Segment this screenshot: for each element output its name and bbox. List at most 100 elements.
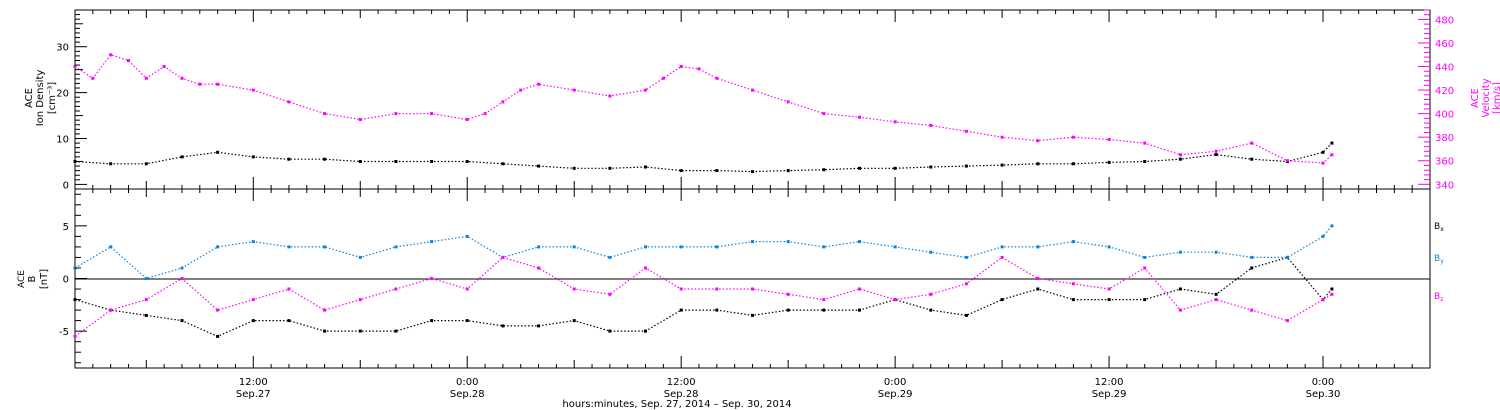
- point-bx: [1250, 266, 1254, 270]
- x-axis-label: hours:minutes, Sep. 27, 2014 – Sep. 30, …: [562, 399, 791, 410]
- point-by: [1071, 240, 1075, 244]
- point-by: [572, 245, 576, 249]
- point-by: [822, 245, 826, 249]
- point-ion-density: [1178, 157, 1182, 161]
- point-ion-density: [287, 157, 291, 161]
- point-velocity: [519, 88, 523, 92]
- point-by: [465, 234, 469, 238]
- point-ion-density: [1000, 163, 1004, 167]
- point-bz: [929, 292, 933, 296]
- point-ion-density: [1214, 153, 1218, 157]
- point-velocity: [1143, 141, 1147, 145]
- point-by: [1107, 245, 1111, 249]
- point-bz: [1285, 319, 1289, 323]
- velocity-axis-ticks: 340 360 380 400 420 440 460 480: [1418, 9, 1454, 191]
- date-tick-label: Sep.27: [236, 389, 271, 400]
- point-ion-density: [180, 155, 184, 159]
- point-by: [786, 240, 790, 244]
- point-by: [1178, 250, 1182, 254]
- point-velocity: [251, 88, 255, 92]
- point-ion-density: [144, 162, 148, 166]
- legend-by-sub: y: [1440, 258, 1444, 265]
- point-by: [1285, 255, 1289, 259]
- point-by: [893, 245, 897, 249]
- velocity-tick-label: 340: [1435, 180, 1454, 191]
- point-bx: [1178, 287, 1182, 291]
- legend-by-main: B: [1434, 254, 1440, 264]
- panel1-data-points: [73, 53, 1334, 174]
- legend-bz-sub: z: [1440, 296, 1443, 303]
- point-velocity: [715, 76, 719, 80]
- point-bz: [786, 292, 790, 296]
- field-tick-label: 5: [63, 222, 69, 233]
- point-bx: [358, 329, 362, 333]
- point-by: [1036, 245, 1040, 249]
- series-ion-density: [74, 142, 1333, 173]
- point-velocity: [109, 53, 113, 57]
- point-velocity: [964, 129, 968, 133]
- point-bz: [1321, 298, 1325, 302]
- point-bx: [323, 329, 327, 333]
- velocity-tick-label: 460: [1435, 39, 1454, 50]
- velocity-axis-label-line1: ACE: [1470, 88, 1481, 108]
- point-velocity: [1250, 141, 1254, 145]
- point-bz: [1036, 277, 1040, 280]
- point-bz: [73, 334, 77, 338]
- point-by: [394, 245, 398, 249]
- point-bz: [358, 298, 362, 302]
- point-ion-density: [715, 169, 719, 173]
- point-bz: [822, 298, 826, 302]
- date-tick-label: Sep.29: [1092, 389, 1127, 400]
- panel1-time-ticks: [74, 10, 1431, 189]
- point-bz: [1143, 266, 1147, 270]
- point-velocity: [679, 65, 683, 68]
- point-bx: [465, 319, 469, 323]
- point-velocity: [1330, 153, 1334, 157]
- panel2-time-ticks: [74, 189, 1431, 368]
- point-ion-density: [394, 160, 398, 163]
- point-ion-density: [109, 162, 113, 166]
- point-by: [1000, 245, 1004, 249]
- point-bx: [144, 313, 148, 317]
- point-bz: [1000, 255, 1004, 259]
- point-bz: [715, 287, 719, 291]
- point-velocity: [394, 112, 398, 116]
- time-tick-label: 0:00: [884, 377, 906, 388]
- point-bx: [1107, 298, 1111, 302]
- legend-bz: Bz: [1434, 292, 1443, 303]
- density-axis-label-line1: ACE: [24, 88, 35, 108]
- point-bz: [1178, 308, 1182, 312]
- point-bz: [537, 266, 541, 270]
- point-bz: [1071, 282, 1075, 286]
- density-tick-label: 20: [56, 89, 69, 100]
- point-velocity: [144, 76, 148, 80]
- point-velocity: [73, 65, 77, 68]
- velocity-tick-label: 380: [1435, 133, 1454, 144]
- point-ion-density: [893, 166, 897, 170]
- panel1-frame: [74, 9, 1431, 190]
- point-velocity: [929, 123, 933, 127]
- point-ion-density: [679, 169, 683, 173]
- date-tick-label: Sep.30: [1306, 389, 1341, 400]
- point-velocity: [358, 118, 362, 121]
- point-velocity: [1036, 139, 1040, 143]
- field-tick-label: -5: [59, 327, 69, 338]
- point-ion-density: [858, 166, 861, 170]
- velocity-axis-label-line2: Velocity: [1481, 78, 1492, 117]
- point-by: [180, 266, 184, 270]
- point-velocity: [1321, 161, 1325, 165]
- density-axis-label-line2: Ion Density: [35, 70, 46, 127]
- point-bx: [572, 319, 576, 323]
- point-ion-density: [1107, 160, 1111, 164]
- point-velocity: [127, 59, 130, 63]
- velocity-tick-label: 480: [1435, 15, 1454, 26]
- point-by: [644, 245, 647, 249]
- point-ion-density: [251, 155, 255, 159]
- point-by: [715, 245, 719, 249]
- point-ion-density: [501, 162, 505, 166]
- point-bz: [858, 287, 861, 291]
- point-ion-density: [430, 160, 434, 163]
- legend: Bx By Bz: [1434, 222, 1444, 303]
- point-by: [287, 245, 291, 249]
- field-axis-label-line2: B: [27, 275, 38, 282]
